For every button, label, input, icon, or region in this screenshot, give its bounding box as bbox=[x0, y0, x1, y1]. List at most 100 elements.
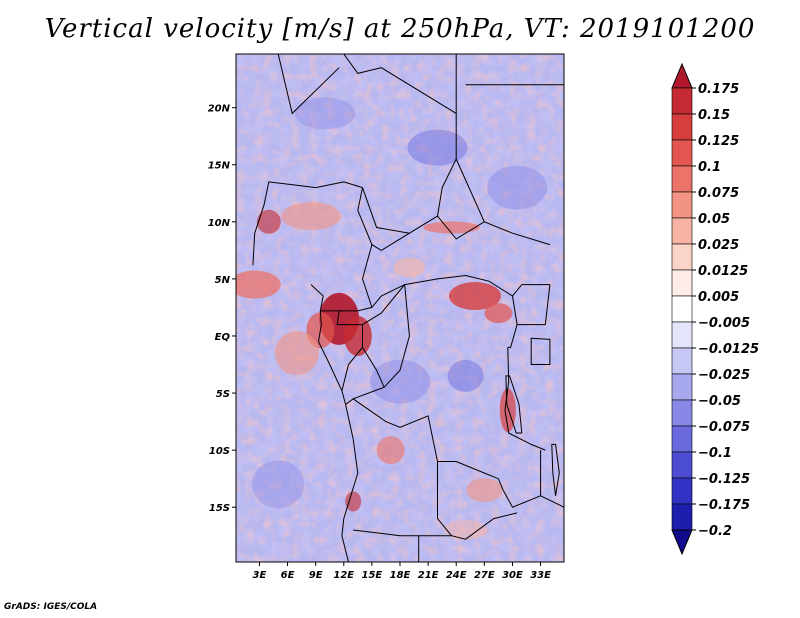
colorbar-swatch bbox=[671, 425, 693, 453]
y-tick-label: 20N bbox=[208, 104, 231, 115]
velocity-patch bbox=[252, 460, 305, 509]
border-line bbox=[540, 495, 564, 508]
velocity-patch bbox=[345, 491, 362, 512]
border-line bbox=[383, 284, 410, 388]
colorbar-swatch bbox=[671, 87, 693, 115]
x-tick-label: 3E bbox=[253, 570, 267, 581]
colorbar-swatch bbox=[671, 243, 693, 271]
colorbar-swatch bbox=[671, 503, 693, 531]
colorbar-label: −0.075 bbox=[698, 420, 750, 435]
border-line bbox=[361, 244, 550, 309]
colorbar-label: −0.175 bbox=[698, 498, 750, 513]
velocity-patch bbox=[423, 221, 480, 234]
colorbar-swatch bbox=[671, 399, 693, 427]
border-line bbox=[310, 284, 373, 312]
velocity-patch bbox=[487, 165, 548, 210]
border-line bbox=[277, 54, 340, 115]
colorbar-label: 0.0125 bbox=[698, 264, 748, 279]
border-line bbox=[362, 284, 406, 326]
border-line bbox=[502, 450, 542, 508]
y-tick-label: EQ bbox=[215, 332, 231, 343]
border-line bbox=[437, 461, 452, 537]
colorbar-label: −0.125 bbox=[698, 472, 750, 487]
border-line bbox=[517, 284, 551, 326]
colorbar-swatch bbox=[671, 165, 693, 193]
velocity-patch bbox=[407, 129, 468, 166]
chart-title: Vertical velocity [m/s] at 250hPa, VT: 2… bbox=[44, 14, 756, 44]
country-borders bbox=[252, 54, 564, 562]
colorbar-label: −0.0125 bbox=[698, 342, 759, 357]
colorbar-swatch bbox=[671, 295, 693, 323]
y-tick-label: 10S bbox=[209, 446, 230, 457]
x-tick-label: 15E bbox=[362, 570, 383, 581]
lake-outline bbox=[551, 443, 560, 496]
x-tick-label: 33E bbox=[530, 570, 551, 581]
x-tick-label: 12E bbox=[333, 570, 354, 581]
velocity-patches bbox=[236, 97, 548, 541]
colorbar-label: 0.005 bbox=[698, 290, 739, 305]
credit-text: GrADS: IGES/COLA bbox=[4, 602, 98, 612]
velocity-patch bbox=[447, 359, 484, 392]
border-line bbox=[336, 310, 363, 391]
y-axis: 20N 15N 10N 5N EQ 5S 10S 15S bbox=[208, 104, 236, 514]
border-line bbox=[353, 512, 518, 540]
colorbar-swatch bbox=[671, 373, 693, 401]
colorbar-swatch bbox=[671, 191, 693, 219]
x-axis: 3E 6E 9E 12E 15E 18E 21E 24E 27E 30E 33E bbox=[253, 562, 551, 581]
colorbar-label: −0.005 bbox=[698, 316, 750, 331]
velocity-patch bbox=[376, 436, 405, 465]
velocity-patch bbox=[256, 209, 281, 234]
colorbar-label: −0.1 bbox=[698, 446, 732, 461]
x-tick-label: 6E bbox=[281, 570, 295, 581]
velocity-patch bbox=[343, 315, 372, 356]
lake-outline bbox=[530, 337, 551, 365]
colorbar-swatch bbox=[671, 217, 693, 245]
velocity-patch bbox=[295, 97, 356, 130]
velocity-patch bbox=[370, 359, 430, 404]
colorbar-swatch bbox=[671, 477, 693, 505]
map-panel bbox=[236, 54, 564, 562]
velocity-patch bbox=[236, 270, 281, 299]
border-line bbox=[343, 54, 457, 234]
velocity-patch bbox=[448, 282, 501, 311]
y-tick-label: 5S bbox=[216, 389, 230, 400]
x-tick-label: 27E bbox=[474, 570, 495, 581]
colorbar-swatch bbox=[671, 451, 693, 479]
colorbar-label: −0.025 bbox=[698, 368, 750, 383]
border-line bbox=[315, 181, 363, 189]
lake-outline bbox=[505, 375, 523, 434]
colorbar-top-arrow bbox=[671, 62, 693, 89]
colorbar-label: 0.125 bbox=[698, 134, 739, 149]
colorbar-label: −0.05 bbox=[698, 394, 741, 409]
border-line bbox=[507, 295, 518, 348]
velocity-patch bbox=[274, 331, 319, 376]
colorbar-swatch bbox=[671, 139, 693, 167]
y-tick-label: 15N bbox=[208, 161, 231, 172]
colorbar-label: −0.2 bbox=[698, 524, 732, 539]
colorbar-bottom-arrow bbox=[671, 529, 693, 556]
velocity-patch bbox=[484, 303, 513, 324]
colorbar-swatch bbox=[671, 269, 693, 297]
colorbar-label: 0.175 bbox=[698, 82, 739, 97]
colorbar-label: 0.025 bbox=[698, 238, 739, 253]
velocity-patch bbox=[466, 478, 503, 503]
border-line bbox=[437, 158, 485, 240]
y-tick-label: 10N bbox=[208, 218, 231, 229]
colorbar: 0.175 0.15 0.125 0.1 0.075 0.05 0.025 0.0125 0.0… bbox=[671, 62, 759, 556]
colorbar-swatch bbox=[671, 321, 693, 349]
x-tick-label: 21E bbox=[418, 570, 439, 581]
velocity-patch bbox=[443, 520, 488, 541]
velocity-patch bbox=[499, 388, 516, 433]
colorbar-label: 0.15 bbox=[698, 108, 730, 123]
colorbar-label: 0.1 bbox=[698, 160, 721, 175]
colorbar-label: 0.075 bbox=[698, 186, 739, 201]
velocity-patch bbox=[393, 257, 426, 278]
border-line bbox=[484, 221, 551, 246]
colorbar-swatch bbox=[671, 113, 693, 141]
y-tick-label: 5N bbox=[215, 275, 231, 286]
border-line bbox=[252, 181, 316, 266]
y-tick-label: 15S bbox=[209, 503, 230, 514]
x-tick-label: 24E bbox=[446, 570, 467, 581]
colorbar-swatch bbox=[671, 347, 693, 375]
